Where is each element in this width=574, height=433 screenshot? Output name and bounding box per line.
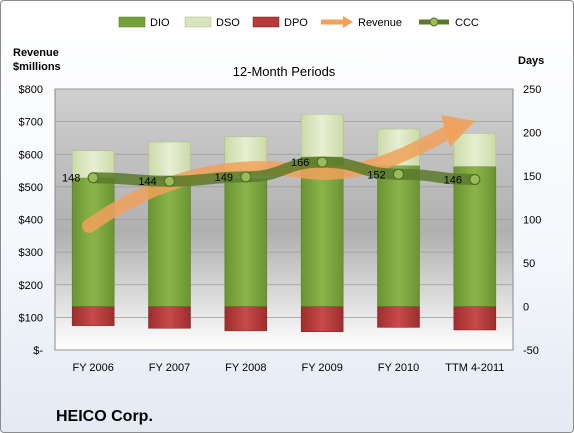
bar-dio (71, 177, 115, 307)
right-tick-label: 0 (523, 302, 529, 314)
category-label: FY 2008 (225, 362, 266, 374)
ccc-data-label: 144 (138, 176, 156, 188)
legend-item-dso: DSO (184, 16, 240, 29)
legend-label: CCC (455, 17, 479, 29)
left-tick-label: $700 (19, 117, 43, 129)
left-tick-label: $800 (19, 84, 43, 96)
category-labels: FY 2006 FY 2007 FY 2008 FY 2009 FY 2010 TTM 4… (72, 362, 504, 374)
left-tick-label: $400 (19, 215, 43, 227)
left-tick-label: $300 (19, 247, 43, 259)
ccc-line-series: 148 144 149 166 152 146 (62, 156, 481, 188)
bar-dpo (224, 306, 268, 332)
ccc-point (240, 171, 252, 183)
legend-label: DSO (216, 17, 240, 29)
legend-label: Revenue (358, 17, 402, 29)
right-tick-label: 100 (523, 215, 541, 227)
right-tick-label: 150 (523, 171, 541, 183)
bar-dpo (453, 306, 497, 331)
ccc-data-label: 149 (215, 172, 233, 184)
ccc-point (316, 156, 328, 168)
legend-swatch-marker (429, 17, 439, 27)
ccc-point (469, 173, 481, 185)
category-label: FY 2006 (72, 362, 113, 374)
right-axis-ticks: -50 0 50 100 150 200 250 (523, 84, 541, 357)
left-tick-label: $- (33, 345, 43, 357)
ccc-data-label: 152 (367, 169, 385, 181)
right-tick-label: 200 (523, 128, 541, 140)
category-label: FY 2007 (149, 362, 190, 374)
bar-dio (148, 176, 191, 307)
right-tick-label: 250 (523, 84, 541, 96)
category-label: TTM 4-2011 (445, 362, 504, 374)
bar-dpo (377, 306, 420, 328)
category-label: FY 2009 (301, 362, 342, 374)
bar-dio (300, 156, 344, 307)
category-label: FY 2010 (378, 362, 419, 374)
left-tick-label: $600 (19, 149, 43, 161)
bar-dpo (300, 306, 344, 332)
bar-group (71, 113, 497, 332)
legend-label: DPO (284, 17, 308, 29)
legend-item-revenue: Revenue (321, 16, 402, 29)
bar-dso (453, 133, 497, 167)
left-tick-label: $200 (19, 280, 43, 292)
bar-dio (453, 166, 497, 307)
legend-swatch (252, 16, 280, 28)
ccc-point (393, 168, 404, 180)
legend-item-dpo: DPO (252, 16, 308, 29)
ccc-data-label: 146 (444, 174, 462, 186)
chart-title: 12-Month Periods (233, 64, 336, 79)
legend-swatch (118, 16, 146, 28)
left-axis-label-line2: $millions (13, 61, 61, 73)
gridlines (55, 88, 513, 351)
legend: DIO DSO DPO Revenue CCC (118, 16, 479, 29)
ccc-point (87, 172, 99, 184)
right-tick-label: 50 (523, 258, 535, 270)
right-axis-label: Days (518, 55, 544, 67)
bar-dpo (148, 306, 191, 329)
left-tick-label: $100 (19, 312, 43, 324)
bar-dso (148, 141, 191, 178)
bar-dso (300, 113, 344, 158)
bar-dio (377, 165, 420, 307)
right-tick-label: -50 (523, 345, 539, 357)
legend-label: DIO (150, 17, 170, 29)
company-name: HEICO Corp. (56, 408, 153, 425)
ccc-point (164, 175, 175, 187)
left-axis-label-line1: Revenue (13, 47, 59, 59)
legend-swatch-arrowhead (343, 16, 353, 28)
left-axis-ticks: $- $100 $200 $300 $400 $500 $600 $700 $800 (19, 84, 44, 357)
left-tick-label: $500 (19, 182, 43, 194)
bar-dpo (71, 306, 115, 326)
ccc-data-label: 166 (291, 157, 309, 169)
legend-item-dio: DIO (118, 16, 170, 29)
legend-item-ccc: CCC (419, 17, 479, 29)
bar-dio (224, 178, 268, 307)
ccc-data-label: 148 (62, 173, 80, 185)
legend-swatch (184, 16, 212, 28)
